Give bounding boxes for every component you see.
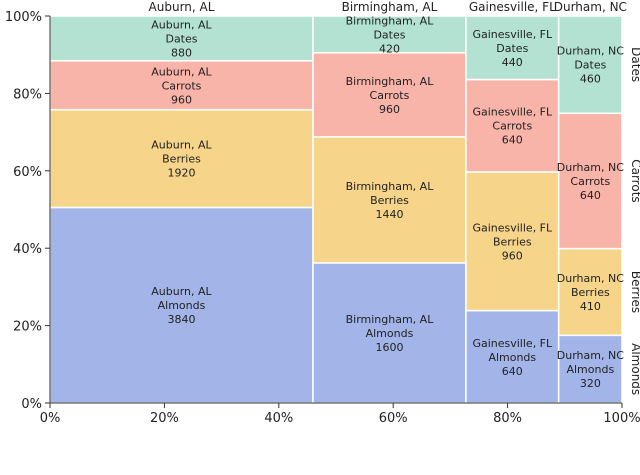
data-label: Gainesville, FL bbox=[472, 106, 553, 119]
data-label: Durham, NC bbox=[557, 272, 624, 285]
data-label: 640 bbox=[502, 365, 523, 378]
data-label: 640 bbox=[502, 134, 523, 147]
bar-segment bbox=[312, 136, 467, 264]
data-label: Berries bbox=[370, 194, 409, 207]
data-label: 960 bbox=[171, 93, 192, 106]
data-label: Berries bbox=[493, 235, 532, 248]
data-label: 3840 bbox=[167, 313, 195, 326]
bar-segment bbox=[465, 15, 560, 81]
data-label: Birmingham, AL bbox=[346, 75, 435, 88]
data-label: Almonds bbox=[488, 351, 536, 364]
data-label: Auburn, AL bbox=[151, 285, 212, 298]
category-label: Birmingham, AL bbox=[342, 0, 438, 14]
data-label: Carrots bbox=[370, 89, 410, 102]
data-label: Carrots bbox=[162, 79, 202, 92]
data-label: Gainesville, FL bbox=[472, 337, 553, 350]
data-label: 1600 bbox=[375, 341, 403, 354]
data-label: Auburn, AL bbox=[151, 139, 212, 152]
data-label: Durham, NC bbox=[557, 349, 624, 362]
data-label: 1920 bbox=[167, 167, 195, 180]
data-label: Carrots bbox=[570, 175, 610, 188]
x-tick-label: 20% bbox=[150, 411, 179, 426]
data-label: 440 bbox=[502, 56, 523, 69]
x-tick-label: 40% bbox=[264, 411, 293, 426]
x-tick-label: 60% bbox=[379, 411, 408, 426]
y-tick-label: 80% bbox=[13, 87, 42, 102]
data-label: Birmingham, AL bbox=[346, 14, 435, 27]
bar-segment bbox=[312, 52, 467, 138]
series-label: Dates bbox=[629, 47, 640, 82]
y-tick-label: 60% bbox=[13, 165, 42, 180]
data-label: Auburn, AL bbox=[151, 65, 212, 78]
category-label: Durham, NC bbox=[554, 0, 627, 14]
data-label: Almonds bbox=[366, 327, 414, 340]
y-tick-label: 20% bbox=[13, 320, 42, 335]
data-label: 960 bbox=[502, 249, 523, 262]
bar-segment bbox=[49, 108, 314, 209]
x-tick-label: 0% bbox=[40, 411, 61, 426]
data-label: 640 bbox=[580, 189, 601, 202]
x-tick-label: 100% bbox=[603, 411, 640, 426]
data-label: Birmingham, AL bbox=[346, 313, 435, 326]
bar-segment bbox=[557, 15, 623, 115]
series-label: Carrots bbox=[629, 159, 640, 202]
data-label: 1440 bbox=[375, 208, 403, 221]
bar-segment bbox=[49, 206, 314, 404]
data-label: 960 bbox=[379, 103, 400, 116]
bar-segment bbox=[312, 262, 467, 404]
data-label: Gainesville, FL bbox=[472, 28, 553, 41]
y-tick-label: 100% bbox=[5, 10, 42, 25]
bar-segment bbox=[312, 15, 467, 54]
data-label: 880 bbox=[171, 46, 192, 59]
data-label: Dates bbox=[165, 32, 197, 45]
data-label: 420 bbox=[379, 42, 400, 55]
category-label: Auburn, AL bbox=[149, 0, 215, 14]
data-label: Durham, NC bbox=[557, 161, 624, 174]
data-label: Almonds bbox=[158, 299, 206, 312]
data-label: Almonds bbox=[566, 363, 614, 376]
y-tick-label: 40% bbox=[13, 242, 42, 257]
data-label: Birmingham, AL bbox=[346, 180, 435, 193]
data-label: 410 bbox=[580, 300, 601, 313]
bar-segment bbox=[465, 171, 560, 312]
series-label: Berries bbox=[629, 271, 640, 313]
data-label: Gainesville, FL bbox=[472, 221, 553, 234]
category-label: Gainesville, FL bbox=[469, 0, 556, 14]
x-tick-label: 80% bbox=[493, 411, 522, 426]
series-label: Almonds bbox=[629, 343, 640, 395]
data-label: Dates bbox=[496, 42, 528, 55]
data-label: Berries bbox=[162, 153, 201, 166]
data-label: 460 bbox=[580, 73, 601, 86]
y-tick-label: 0% bbox=[21, 397, 42, 412]
data-label: Berries bbox=[571, 286, 610, 299]
bar-segment bbox=[557, 112, 623, 250]
data-label: Dates bbox=[574, 59, 606, 72]
data-label: Durham, NC bbox=[557, 45, 624, 58]
data-label: Dates bbox=[373, 28, 405, 41]
data-label: Carrots bbox=[492, 120, 532, 133]
data-label: 320 bbox=[580, 377, 601, 390]
data-label: Auburn, AL bbox=[151, 18, 212, 31]
